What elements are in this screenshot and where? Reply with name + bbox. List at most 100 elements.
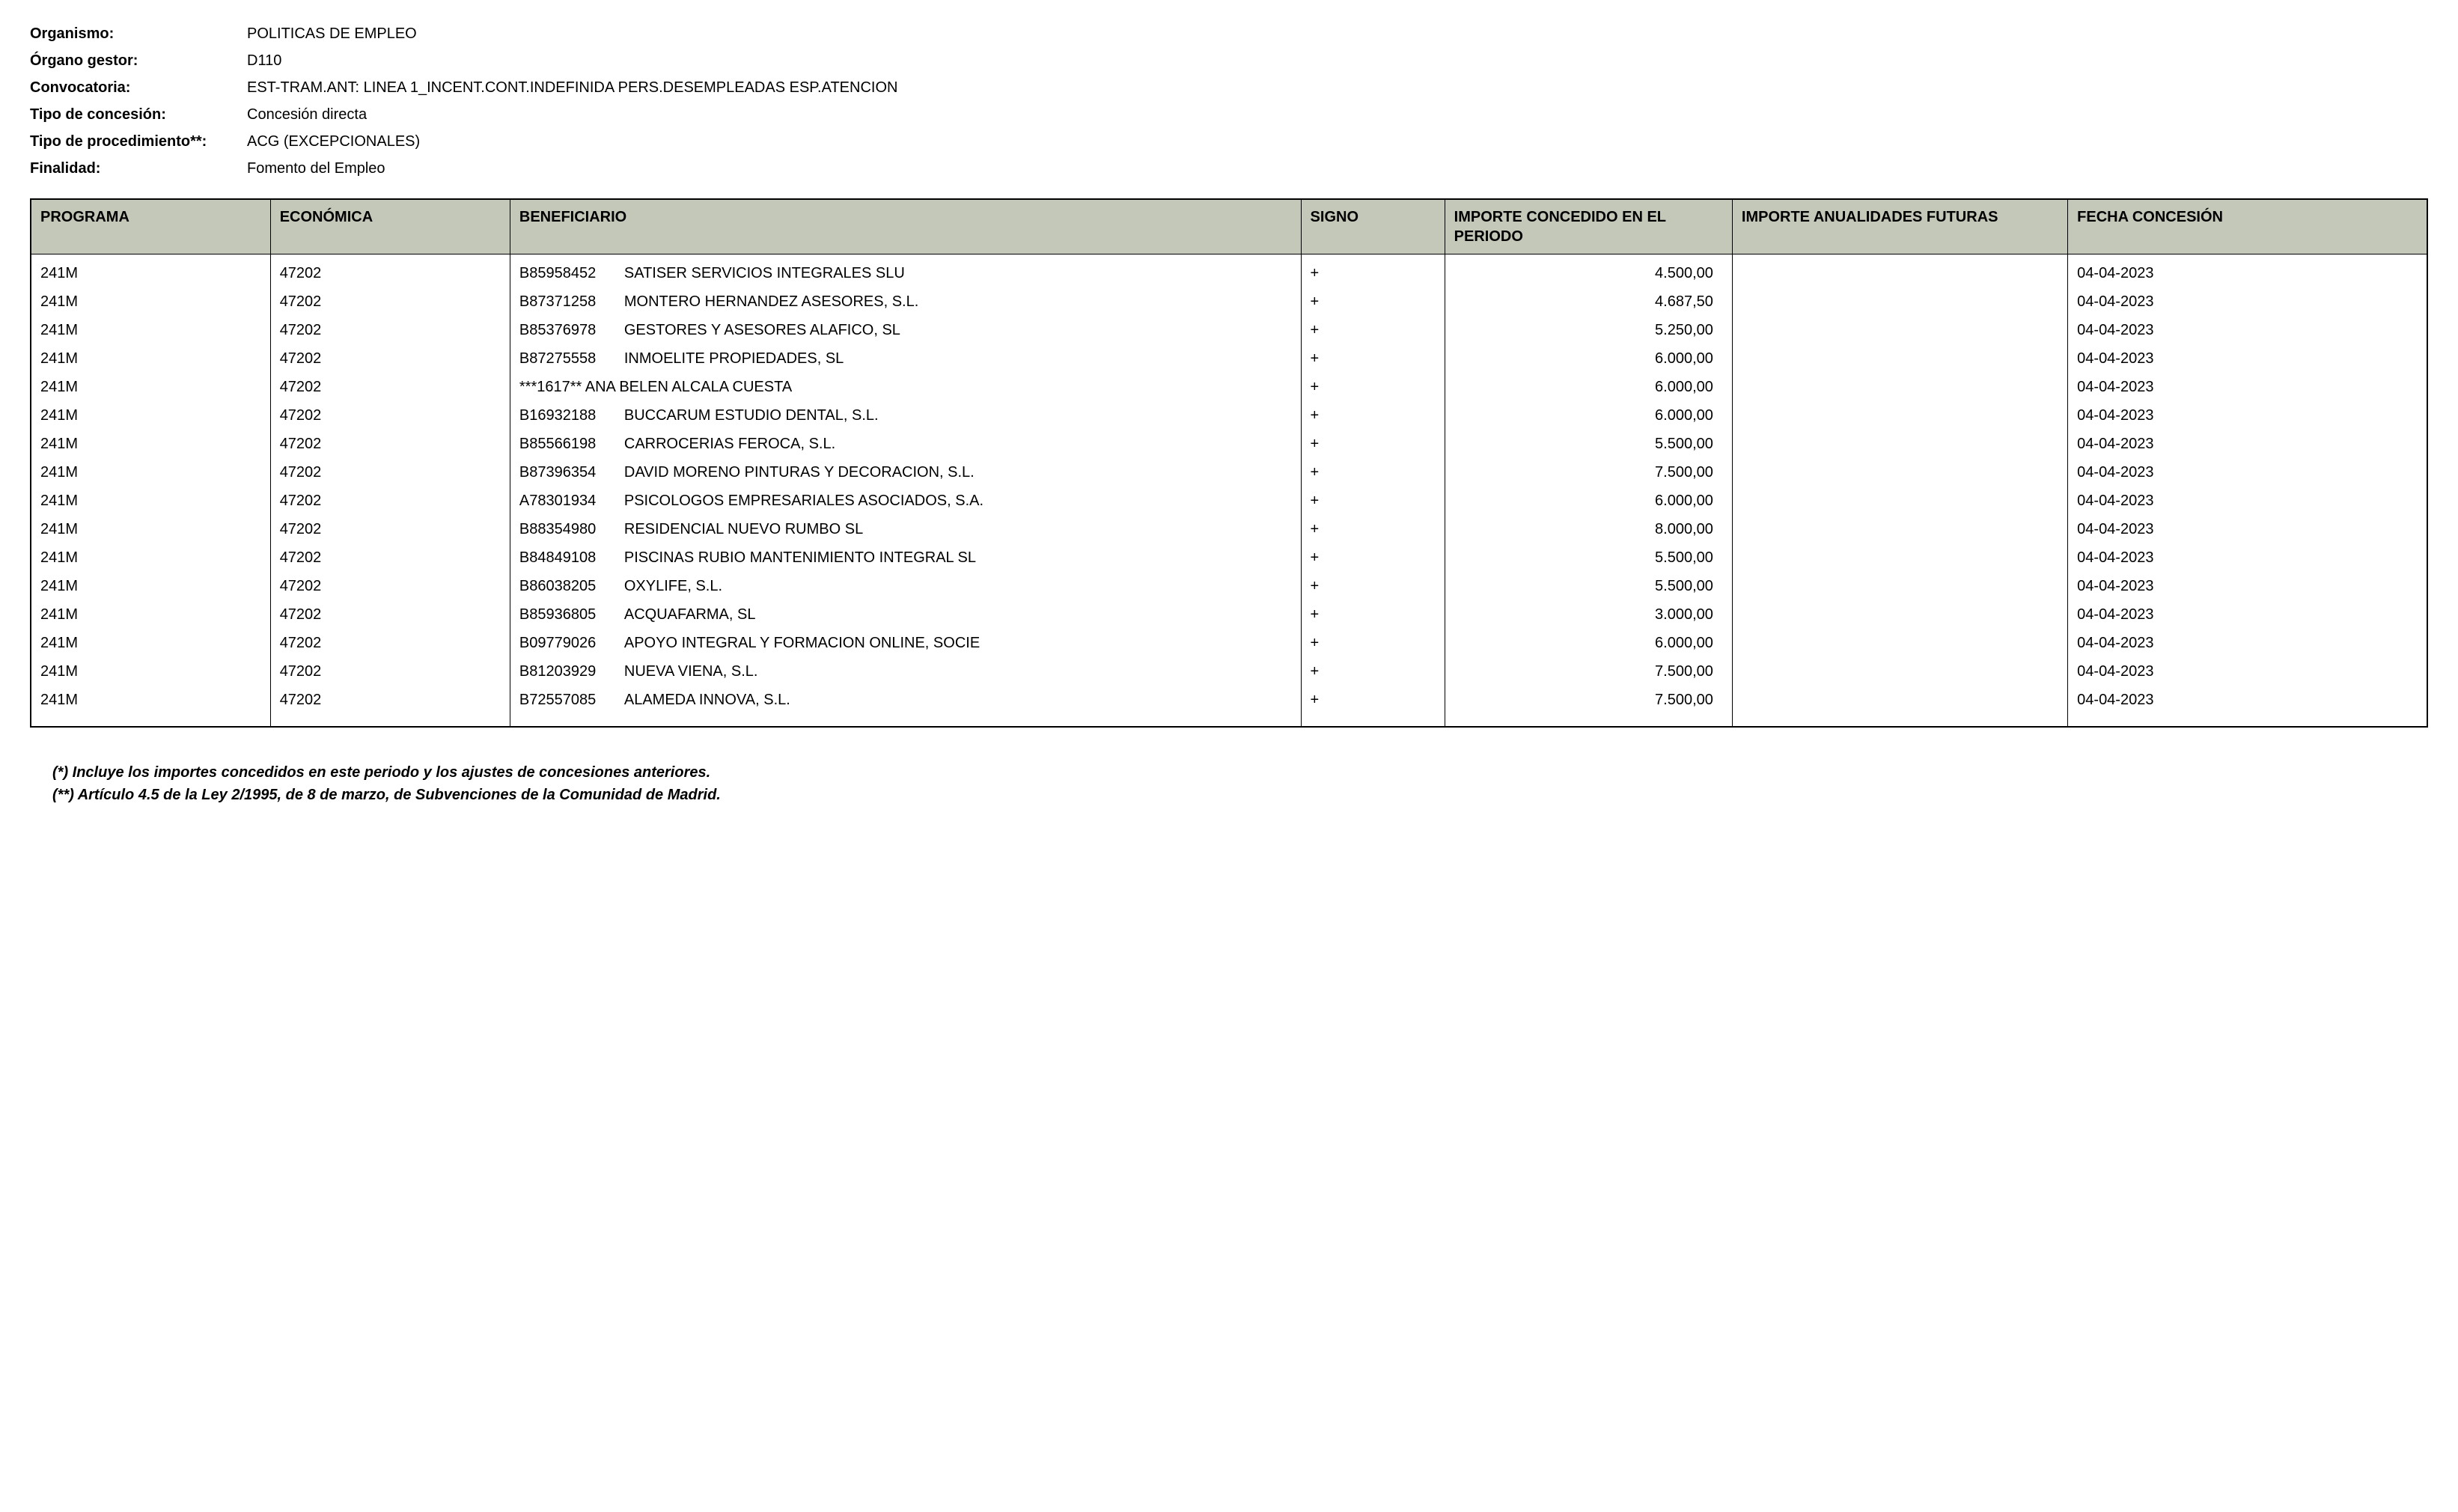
- organo-gestor-value: D110: [247, 49, 281, 72]
- cell-importe-concedido: 5.250,00: [1445, 316, 1732, 344]
- beneficiario-id: B87396354: [519, 461, 624, 484]
- beneficiario-id: B87371258: [519, 290, 624, 313]
- beneficiario-name: GESTORES Y ASESORES ALAFICO, SL: [624, 319, 1292, 341]
- cell-economica: 47202: [270, 287, 510, 316]
- header-row-organo-gestor: Órgano gestor: D110: [30, 49, 2428, 72]
- cell-beneficiario: ***1617** ANA BELEN ALCALA CUESTA: [510, 373, 1301, 401]
- table-row: 241M47202B85376978GESTORES Y ASESORES AL…: [31, 316, 2427, 344]
- table-row: 241M47202B85958452SATISER SERVICIOS INTE…: [31, 254, 2427, 288]
- beneficiario-id: B16932188: [519, 404, 624, 427]
- table-header-row: PROGRAMA ECONÓMICA BENEFICIARIO SIGNO IM…: [31, 199, 2427, 254]
- cell-importe-futuras: [1732, 515, 2067, 543]
- cell-fecha: 04-04-2023: [2068, 572, 2427, 600]
- cell-importe-concedido: 6.000,00: [1445, 373, 1732, 401]
- concessions-table: PROGRAMA ECONÓMICA BENEFICIARIO SIGNO IM…: [30, 198, 2428, 728]
- col-header-economica: ECONÓMICA: [270, 199, 510, 254]
- cell-beneficiario: B86038205OXYLIFE, S.L.: [510, 572, 1301, 600]
- table-row: 241M47202A78301934PSICOLOGOS EMPRESARIAL…: [31, 487, 2427, 515]
- cell-signo: +: [1301, 515, 1445, 543]
- cell-signo: +: [1301, 254, 1445, 288]
- cell-importe-concedido: 4.687,50: [1445, 287, 1732, 316]
- tipo-concesion-label: Tipo de concesión:: [30, 103, 247, 126]
- finalidad-value: Fomento del Empleo: [247, 157, 385, 180]
- cell-importe-futuras: [1732, 287, 2067, 316]
- cell-importe-concedido: 6.000,00: [1445, 401, 1732, 430]
- table-body: 241M47202B85958452SATISER SERVICIOS INTE…: [31, 254, 2427, 728]
- cell-signo: +: [1301, 600, 1445, 629]
- tipo-procedimiento-value: ACG (EXCEPCIONALES): [247, 130, 420, 153]
- cell-importe-concedido: 7.500,00: [1445, 686, 1732, 727]
- cell-economica: 47202: [270, 401, 510, 430]
- cell-programa: 241M: [31, 254, 270, 288]
- beneficiario-name: APOYO INTEGRAL Y FORMACION ONLINE, SOCIE: [624, 632, 1292, 654]
- cell-beneficiario: B85936805ACQUAFARMA, SL: [510, 600, 1301, 629]
- col-header-importe-futuras: IMPORTE ANUALIDADES FUTURAS: [1732, 199, 2067, 254]
- header-row-tipo-procedimiento: Tipo de procedimiento**: ACG (EXCEPCIONA…: [30, 130, 2428, 153]
- beneficiario-id: B85566198: [519, 433, 624, 455]
- convocatoria-value: EST-TRAM.ANT: LINEA 1_INCENT.CONT.INDEFI…: [247, 76, 897, 99]
- cell-economica: 47202: [270, 515, 510, 543]
- cell-beneficiario: B81203929NUEVA VIENA, S.L.: [510, 657, 1301, 686]
- cell-programa: 241M: [31, 600, 270, 629]
- table-row: 241M47202B85936805ACQUAFARMA, SL+3.000,0…: [31, 600, 2427, 629]
- cell-importe-futuras: [1732, 543, 2067, 572]
- cell-fecha: 04-04-2023: [2068, 515, 2427, 543]
- cell-economica: 47202: [270, 543, 510, 572]
- cell-economica: 47202: [270, 458, 510, 487]
- cell-importe-concedido: 8.000,00: [1445, 515, 1732, 543]
- cell-importe-futuras: [1732, 254, 2067, 288]
- cell-fecha: 04-04-2023: [2068, 600, 2427, 629]
- cell-fecha: 04-04-2023: [2068, 629, 2427, 657]
- cell-importe-concedido: 4.500,00: [1445, 254, 1732, 288]
- beneficiario-id: B81203929: [519, 660, 624, 683]
- cell-signo: +: [1301, 657, 1445, 686]
- organismo-label: Organismo:: [30, 22, 247, 45]
- cell-importe-futuras: [1732, 316, 2067, 344]
- tipo-procedimiento-label: Tipo de procedimiento**:: [30, 130, 247, 153]
- beneficiario-name: OXYLIFE, S.L.: [624, 575, 1292, 597]
- cell-economica: 47202: [270, 686, 510, 727]
- cell-signo: +: [1301, 487, 1445, 515]
- cell-importe-concedido: 6.000,00: [1445, 344, 1732, 373]
- cell-importe-concedido: 7.500,00: [1445, 657, 1732, 686]
- table-row: 241M47202B16932188BUCCARUM ESTUDIO DENTA…: [31, 401, 2427, 430]
- cell-economica: 47202: [270, 254, 510, 288]
- col-header-programa: PROGRAMA: [31, 199, 270, 254]
- beneficiario-id: B85958452: [519, 262, 624, 284]
- organo-gestor-label: Órgano gestor:: [30, 49, 247, 72]
- cell-economica: 47202: [270, 316, 510, 344]
- cell-signo: +: [1301, 344, 1445, 373]
- table-row: 241M47202B87371258MONTERO HERNANDEZ ASES…: [31, 287, 2427, 316]
- table-row: 241M47202B86038205OXYLIFE, S.L.+5.500,00…: [31, 572, 2427, 600]
- cell-economica: 47202: [270, 487, 510, 515]
- cell-importe-futuras: [1732, 572, 2067, 600]
- cell-economica: 47202: [270, 430, 510, 458]
- beneficiario-id: B09779026: [519, 632, 624, 654]
- beneficiario-name: BUCCARUM ESTUDIO DENTAL, S.L.: [624, 404, 1292, 427]
- table-row: 241M47202B09779026APOYO INTEGRAL Y FORMA…: [31, 629, 2427, 657]
- cell-signo: +: [1301, 373, 1445, 401]
- finalidad-label: Finalidad:: [30, 157, 247, 180]
- cell-fecha: 04-04-2023: [2068, 373, 2427, 401]
- cell-fecha: 04-04-2023: [2068, 430, 2427, 458]
- cell-beneficiario: B87371258MONTERO HERNANDEZ ASESORES, S.L…: [510, 287, 1301, 316]
- cell-beneficiario: B09779026APOYO INTEGRAL Y FORMACION ONLI…: [510, 629, 1301, 657]
- beneficiario-name: ACQUAFARMA, SL: [624, 603, 1292, 626]
- convocatoria-label: Convocatoria:: [30, 76, 247, 99]
- cell-programa: 241M: [31, 543, 270, 572]
- cell-importe-concedido: 5.500,00: [1445, 430, 1732, 458]
- cell-beneficiario: B72557085ALAMEDA INNOVA, S.L.: [510, 686, 1301, 727]
- cell-programa: 241M: [31, 686, 270, 727]
- header-section: Organismo: POLITICAS DE EMPLEO Órgano ge…: [30, 22, 2428, 180]
- beneficiario-id: B72557085: [519, 689, 624, 711]
- cell-signo: +: [1301, 430, 1445, 458]
- cell-signo: +: [1301, 686, 1445, 727]
- cell-beneficiario: B84849108PISCINAS RUBIO MANTENIMIENTO IN…: [510, 543, 1301, 572]
- beneficiario-name: MONTERO HERNANDEZ ASESORES, S.L.: [624, 290, 1292, 313]
- cell-fecha: 04-04-2023: [2068, 254, 2427, 288]
- cell-signo: +: [1301, 287, 1445, 316]
- header-row-organismo: Organismo: POLITICAS DE EMPLEO: [30, 22, 2428, 45]
- cell-beneficiario: B88354980RESIDENCIAL NUEVO RUMBO SL: [510, 515, 1301, 543]
- col-header-fecha: FECHA CONCESIÓN: [2068, 199, 2427, 254]
- cell-programa: 241M: [31, 458, 270, 487]
